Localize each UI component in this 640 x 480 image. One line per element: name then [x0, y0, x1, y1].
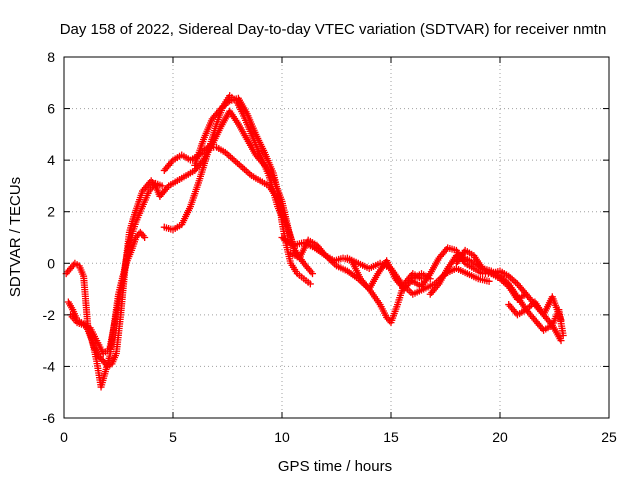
y-tick-label: 4	[47, 152, 55, 168]
data-point	[557, 337, 565, 345]
y-axis-label: SDTVAR / TECUs	[7, 177, 24, 297]
data-point	[309, 270, 317, 278]
y-tick-label: 8	[47, 49, 55, 65]
y-tick-label: 0	[47, 255, 55, 271]
data-points	[62, 92, 567, 391]
y-tick-label: -2	[43, 307, 56, 323]
y-tick-label: 6	[47, 101, 55, 117]
data-point	[559, 331, 567, 339]
data-point	[306, 280, 314, 288]
chart-title: Day 158 of 2022, Sidereal Day-to-day VTE…	[60, 21, 607, 38]
x-tick-label: 20	[492, 429, 508, 445]
series-arc-7	[191, 94, 314, 288]
y-tick-label: -6	[43, 410, 56, 426]
y-tick-label: 2	[47, 204, 55, 220]
x-axis-ticks: 0 5 10 15 20 25	[60, 57, 617, 445]
x-tick-label: 5	[169, 429, 177, 445]
x-tick-label: 10	[274, 429, 290, 445]
x-tick-label: 0	[60, 429, 68, 445]
y-tick-label: -4	[43, 358, 56, 374]
plot-frame	[63, 56, 610, 419]
series-arc-10	[343, 254, 493, 298]
data-point	[141, 234, 149, 241]
y-axis-ticks: -6 -4 -2 0 2 4 6 8	[43, 49, 609, 426]
x-tick-label: 25	[601, 429, 617, 445]
x-axis-label: GPS time / hours	[278, 458, 392, 475]
data-point	[158, 182, 166, 190]
x-tick-label: 15	[383, 429, 399, 445]
series-arc-14	[452, 246, 565, 324]
data-point	[485, 277, 493, 285]
series-arc-3	[67, 179, 166, 358]
data-point	[557, 316, 565, 324]
